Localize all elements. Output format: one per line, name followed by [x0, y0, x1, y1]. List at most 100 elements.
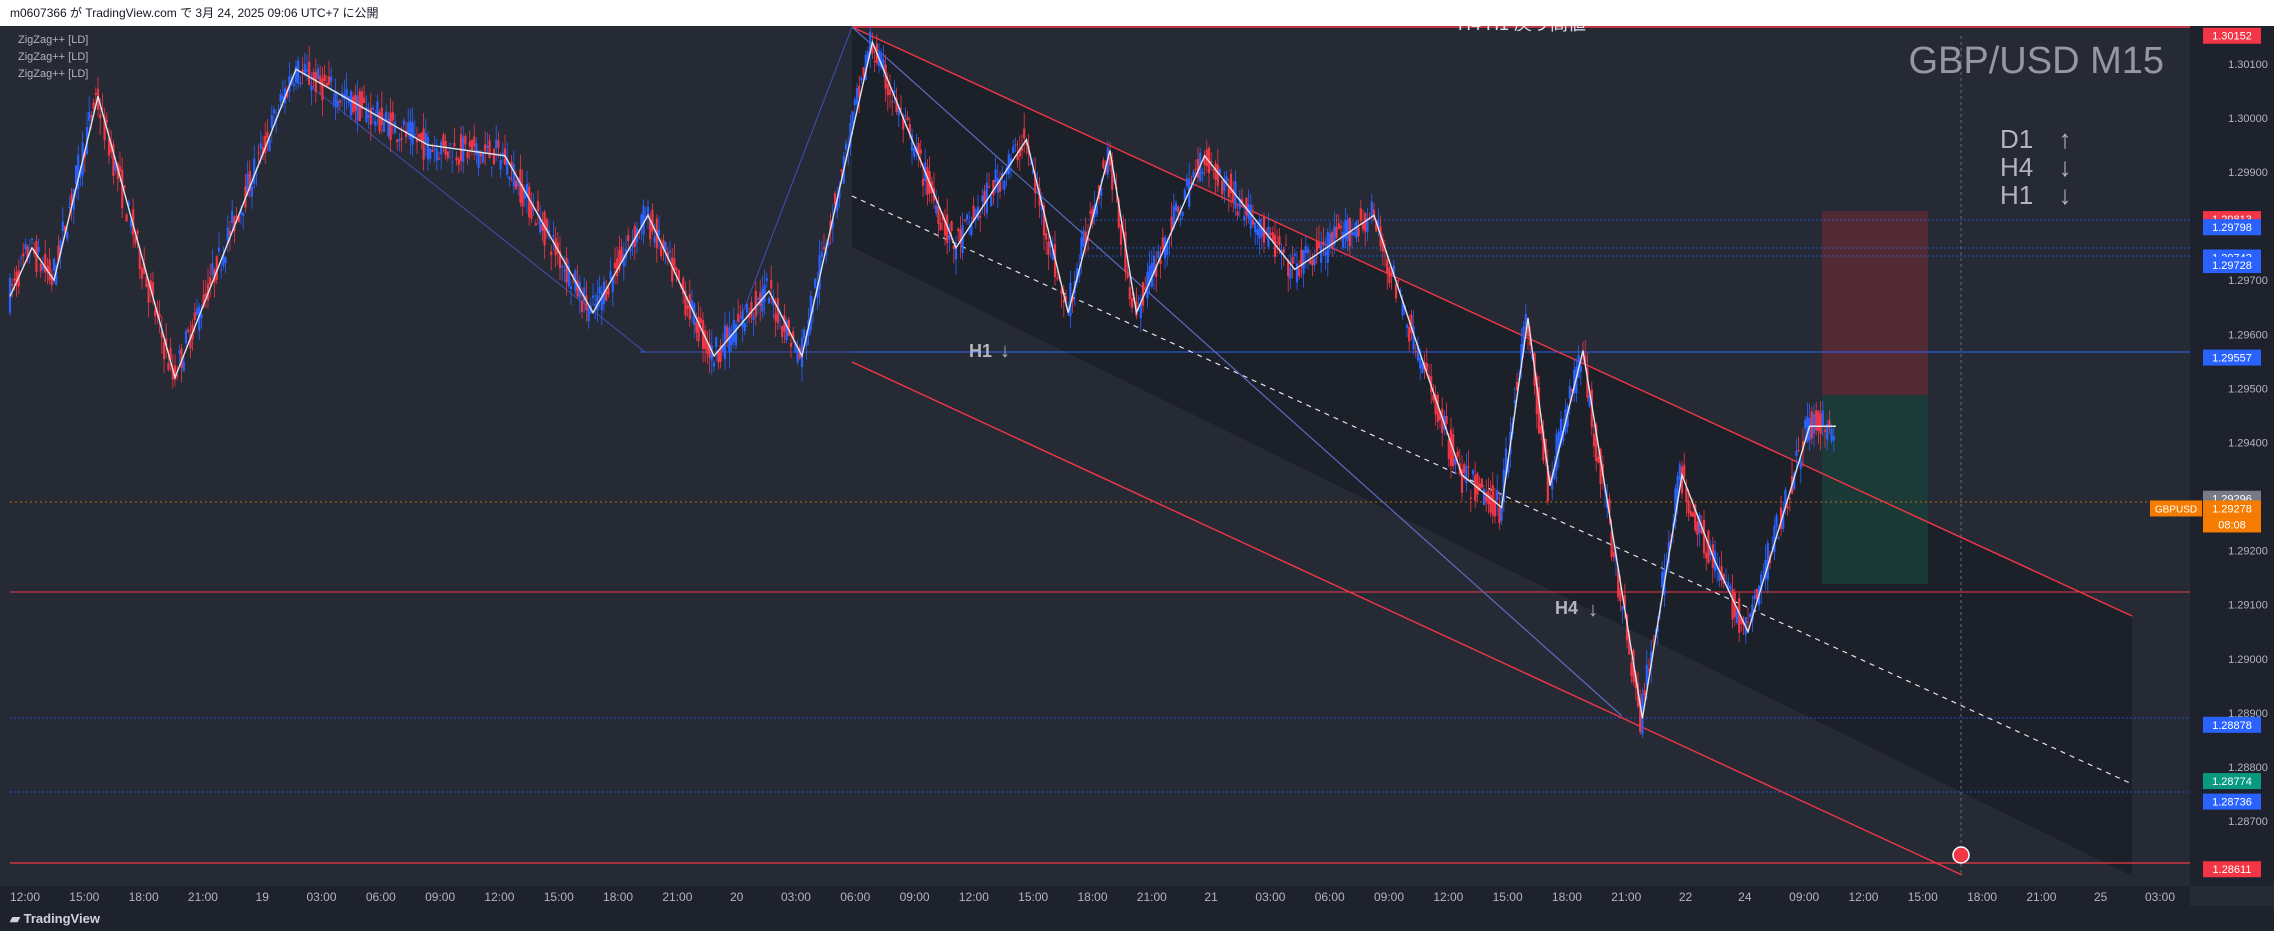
trend-h4-label: H4 [2000, 152, 2034, 182]
candle-body [41, 266, 45, 270]
candle-body [1317, 241, 1321, 249]
candle-body [541, 224, 544, 231]
candle-body [1353, 232, 1356, 236]
candle-body [336, 100, 339, 107]
candle-body [886, 83, 889, 96]
candle-body [1700, 527, 1703, 534]
candle-body [431, 149, 434, 152]
candle-body [63, 225, 67, 233]
candle-body [382, 121, 386, 132]
candle-body [1775, 514, 1778, 527]
x-tick-label: 06:00 [1315, 890, 1345, 904]
candle-body [1421, 362, 1424, 373]
candle-body [1771, 547, 1774, 549]
price-label-text: 1.28611 [2213, 864, 2252, 876]
candle-body [233, 216, 236, 232]
candle-body [90, 115, 93, 118]
candle-body [235, 215, 238, 218]
candle-body [1236, 211, 1239, 216]
candle-body [1023, 128, 1026, 139]
arrow-up-icon: ↑ [2058, 124, 2072, 154]
candle-body [580, 300, 584, 312]
candle-body [882, 59, 885, 70]
candle-body [492, 148, 496, 165]
candle-body [528, 186, 531, 218]
candle-body [519, 169, 522, 203]
candle-body [402, 120, 405, 126]
candle-body [1249, 204, 1252, 229]
candle-body [123, 185, 126, 188]
candle-body [996, 177, 999, 193]
candle-body [1183, 189, 1186, 200]
candle-body [737, 313, 740, 322]
x-tick-label: 03:00 [2145, 890, 2175, 904]
candle-body [1324, 251, 1327, 256]
candle-body [763, 284, 766, 302]
candle-body [552, 235, 555, 237]
candle-body [187, 329, 190, 332]
candle-body [1273, 234, 1277, 257]
candle-body [360, 91, 364, 110]
candle-body [998, 180, 1002, 192]
candle-body [919, 149, 922, 154]
legend-item[interactable]: ZigZag++ [LD] [18, 34, 89, 46]
legend-item[interactable]: ZigZag++ [LD] [18, 68, 89, 80]
candle-body [55, 264, 58, 285]
arrow-down-icon: ↓ [2058, 152, 2072, 182]
x-tick-label: 15:00 [69, 890, 99, 904]
price-label-tag [2203, 500, 2261, 517]
y-tick-label: 1.29700 [2228, 275, 2268, 287]
candle-body [1311, 259, 1314, 266]
candle-body [1674, 488, 1677, 523]
candle-body [633, 226, 636, 247]
price-label-tag [2203, 257, 2261, 274]
x-tick-label: 15:00 [1018, 890, 1048, 904]
candle-body [1212, 169, 1215, 171]
x-tick-label: 18:00 [603, 890, 633, 904]
candle-body [1720, 566, 1723, 580]
candle-body [1696, 521, 1699, 535]
candle-body [1623, 595, 1626, 608]
candle-body [374, 121, 377, 126]
candle-body [1698, 515, 1701, 533]
candle-body [1735, 610, 1739, 623]
tradingview-logo[interactable]: ▰ TradingView [10, 911, 100, 926]
candle-body [622, 254, 625, 267]
candle-body [268, 139, 271, 152]
candle-body [820, 251, 823, 257]
candle-body [1086, 237, 1090, 241]
candle-body [1445, 416, 1448, 424]
candle-body [1141, 282, 1145, 306]
candle-body [105, 119, 108, 123]
y-tick-label: 1.29500 [2228, 383, 2268, 395]
candle-body [750, 302, 753, 317]
blue-trend-line-2 [309, 85, 646, 353]
blue-trend-line [851, 26, 1623, 717]
candle-body [1146, 271, 1149, 299]
candle-body [1084, 231, 1087, 244]
candle-body [745, 304, 749, 313]
candle-body [1388, 267, 1391, 283]
candle-body [939, 222, 942, 231]
candle-body [455, 157, 458, 161]
candle-body [772, 299, 775, 306]
candle-body [1766, 542, 1769, 580]
candle-body [508, 176, 511, 180]
candle-body [1724, 581, 1728, 583]
symbol-tag-text: GBPUSD [2155, 504, 2197, 515]
candle-body [1282, 248, 1285, 253]
candle-body [1562, 430, 1565, 442]
candle-body [301, 69, 304, 72]
candle-body [1804, 420, 1807, 429]
x-tick-label: 09:00 [1374, 890, 1404, 904]
candle-body [631, 242, 634, 248]
candle-body [222, 254, 225, 266]
candle-body [129, 219, 133, 227]
candle-body [800, 337, 804, 368]
chart-area[interactable]: 1.30100 1.30000 1.29900 1.29700 1.29600 1.295… [0, 14, 2274, 906]
candle-body [226, 227, 229, 245]
legend-item[interactable]: ZigZag++ [LD] [18, 51, 89, 63]
candle-body [899, 107, 903, 109]
x-tick-label: 06:00 [840, 890, 870, 904]
price-chart[interactable]: 1.30100 1.30000 1.29900 1.29700 1.29600 1.295… [0, 14, 2274, 906]
